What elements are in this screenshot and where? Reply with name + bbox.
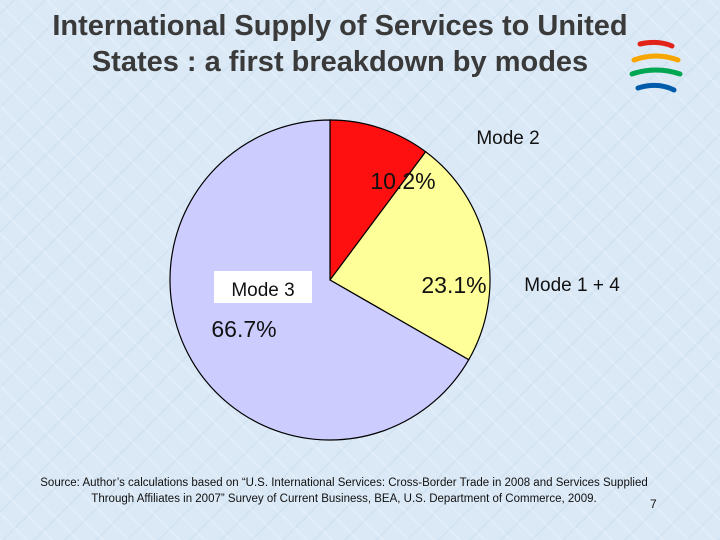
source-note: Source: Author’s calculations based on “…	[14, 475, 674, 507]
mode-1-4-value-label: 23.1%	[421, 272, 486, 298]
mode-3-label-box	[214, 271, 312, 303]
source-line-1: Source: Author’s calculations based on “…	[40, 477, 648, 489]
mode-3-value-label: 66.7%	[211, 316, 276, 342]
mode-3-label: Mode 3	[231, 280, 294, 301]
page-number: 7	[650, 497, 657, 511]
slide-title-line-1: International Supply of Services to Unit…	[52, 10, 628, 42]
slide-title-line-2: States : a first breakdown by modes	[91, 46, 589, 78]
pie-labels: Mode 2 10.2% 23.1% Mode 1 + 4 Mode 3 66.…	[211, 128, 620, 342]
mode-1-4-label: Mode 1 + 4	[524, 275, 620, 296]
pie-slices	[169, 119, 491, 441]
slide-title: International Supply of Services to Unit…	[0, 8, 680, 80]
source-line-2: Through Affiliates in 2007” Survey of Cu…	[91, 493, 597, 505]
pie-slice-mode-3	[169, 119, 470, 441]
mode-2-value-label: 10.2%	[370, 168, 435, 194]
mode-2-label: Mode 2	[476, 128, 539, 149]
pie-slice-mode-1-4	[329, 150, 491, 361]
wto-logo-icon	[629, 39, 683, 93]
pie-slice-mode-2	[329, 119, 427, 282]
